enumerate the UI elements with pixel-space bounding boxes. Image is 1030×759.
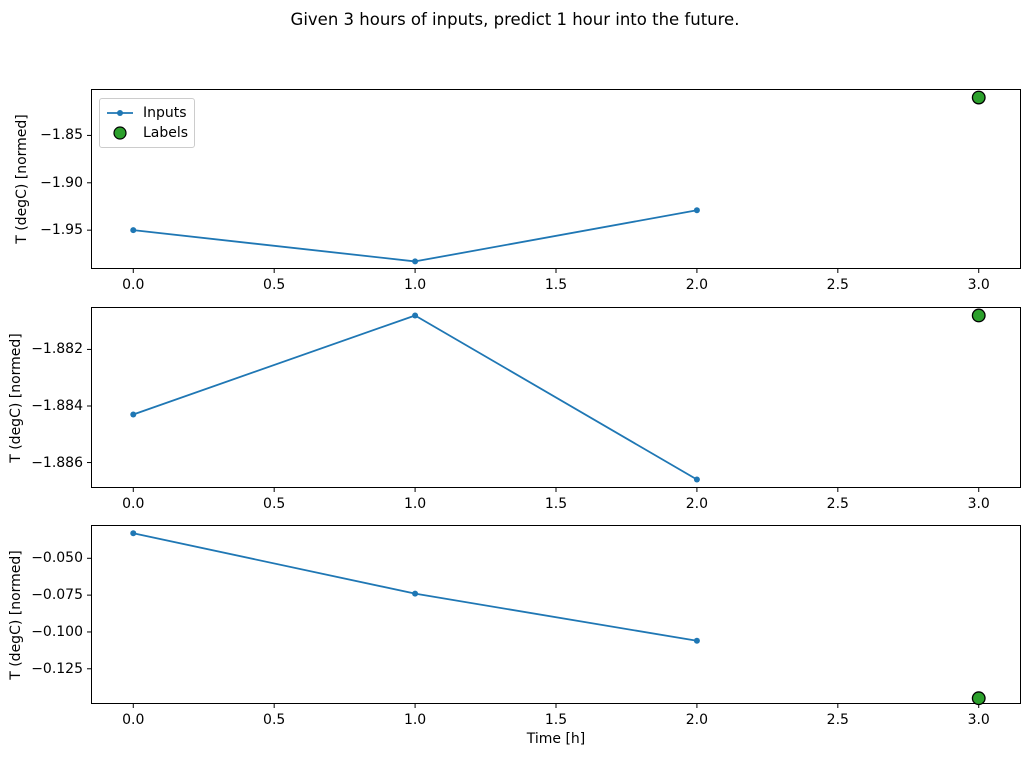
y-tick-label: −1.85 — [40, 127, 83, 144]
y-tick-label: −0.100 — [31, 623, 83, 640]
labels-point — [971, 90, 986, 105]
x-tick-label: 3.0 — [967, 496, 990, 512]
y-axis-label-1: T (degC) [normed] — [14, 114, 30, 244]
y-axis-label-2: T (degC) [normed] — [8, 332, 24, 463]
x-tick-label: 0.5 — [263, 496, 286, 512]
x-tick-label: 1.5 — [544, 277, 568, 293]
legend-label-inputs: Inputs — [143, 105, 187, 121]
inputs-point-marker — [130, 411, 137, 418]
x-tick-label: 2.5 — [826, 712, 849, 728]
x-tick-label: 2.0 — [685, 277, 709, 293]
y-axis-label-3: T (degC) [normed] — [8, 549, 24, 680]
x-tick-label: 0.5 — [263, 712, 286, 728]
legend-item-labels: Labels — [106, 123, 188, 143]
x-tick-label: 0.5 — [263, 277, 286, 293]
subplot-3: T (degC) [normed] Time [h] 0.0 0.5 1.0 1.5 2… — [8, 525, 1021, 747]
x-tick-label: 2.5 — [826, 277, 849, 293]
x-tick-label: 1.5 — [544, 496, 568, 512]
x-tick-label: 3.0 — [967, 712, 990, 728]
x-tick-label: 0.0 — [122, 496, 145, 512]
inputs-point-marker — [130, 227, 137, 234]
inputs-point-marker — [693, 637, 700, 644]
legend: Inputs Labels — [99, 98, 195, 148]
inputs-point-marker — [412, 590, 419, 597]
y-tick-label: −1.882 — [31, 341, 83, 358]
x-tick-label: 1.0 — [403, 496, 427, 512]
y-tick-label: −0.125 — [31, 660, 83, 677]
axes-spines — [91, 307, 1021, 488]
x-axis-label: Time [h] — [526, 731, 586, 747]
x-tick-label: 2.5 — [826, 496, 849, 512]
x-tick-label: 1.0 — [403, 712, 427, 728]
subplot-2-plot-svg — [87, 307, 1021, 492]
inputs-point-marker — [693, 207, 700, 214]
labels-point — [971, 691, 986, 706]
y-tick-label: −1.886 — [31, 454, 83, 471]
axes-spines — [91, 89, 1021, 269]
x-tick-label: 1.0 — [403, 277, 427, 293]
legend-label-labels: Labels — [143, 125, 189, 141]
y-tick-label: −1.90 — [40, 174, 83, 191]
inputs-point-marker — [130, 530, 137, 537]
y-tick-label: −1.95 — [40, 222, 83, 239]
inputs-point-marker — [693, 476, 700, 483]
x-tick-label: 0.0 — [122, 712, 145, 728]
subplot-3-plot-svg — [87, 525, 1021, 708]
labels-circle-swatch-icon — [113, 126, 127, 140]
x-tick-label: 1.5 — [544, 712, 568, 728]
inputs-point-marker — [412, 258, 419, 265]
y-tick-label: −0.050 — [31, 550, 83, 567]
x-tick-label: 2.0 — [685, 712, 709, 728]
subplot-2: T (degC) [normed] 0.0 0.5 1.0 1.5 2.0 2.5 3.0 −… — [8, 307, 1021, 512]
axes-spines — [91, 525, 1021, 704]
inputs-line-swatch-icon — [107, 110, 133, 116]
inputs-line — [132, 532, 698, 642]
x-tick-label: 0.0 — [122, 277, 145, 293]
figure-title: Given 3 hours of inputs, predict 1 hour … — [290, 10, 740, 29]
inputs-line — [132, 314, 698, 481]
x-tick-label: 3.0 — [967, 277, 990, 293]
y-tick-label: −0.075 — [31, 587, 83, 604]
y-tick-label: −1.884 — [31, 397, 83, 414]
labels-point — [971, 308, 986, 323]
subplot-1-plot-svg — [87, 89, 1021, 273]
subplot-1: T (degC) [normed] Inputs Labels 0.0 0.5 1.… — [14, 89, 1021, 293]
inputs-line — [132, 209, 698, 263]
legend-item-inputs: Inputs — [106, 103, 188, 123]
inputs-point-marker — [412, 312, 419, 319]
x-tick-label: 2.0 — [685, 496, 709, 512]
